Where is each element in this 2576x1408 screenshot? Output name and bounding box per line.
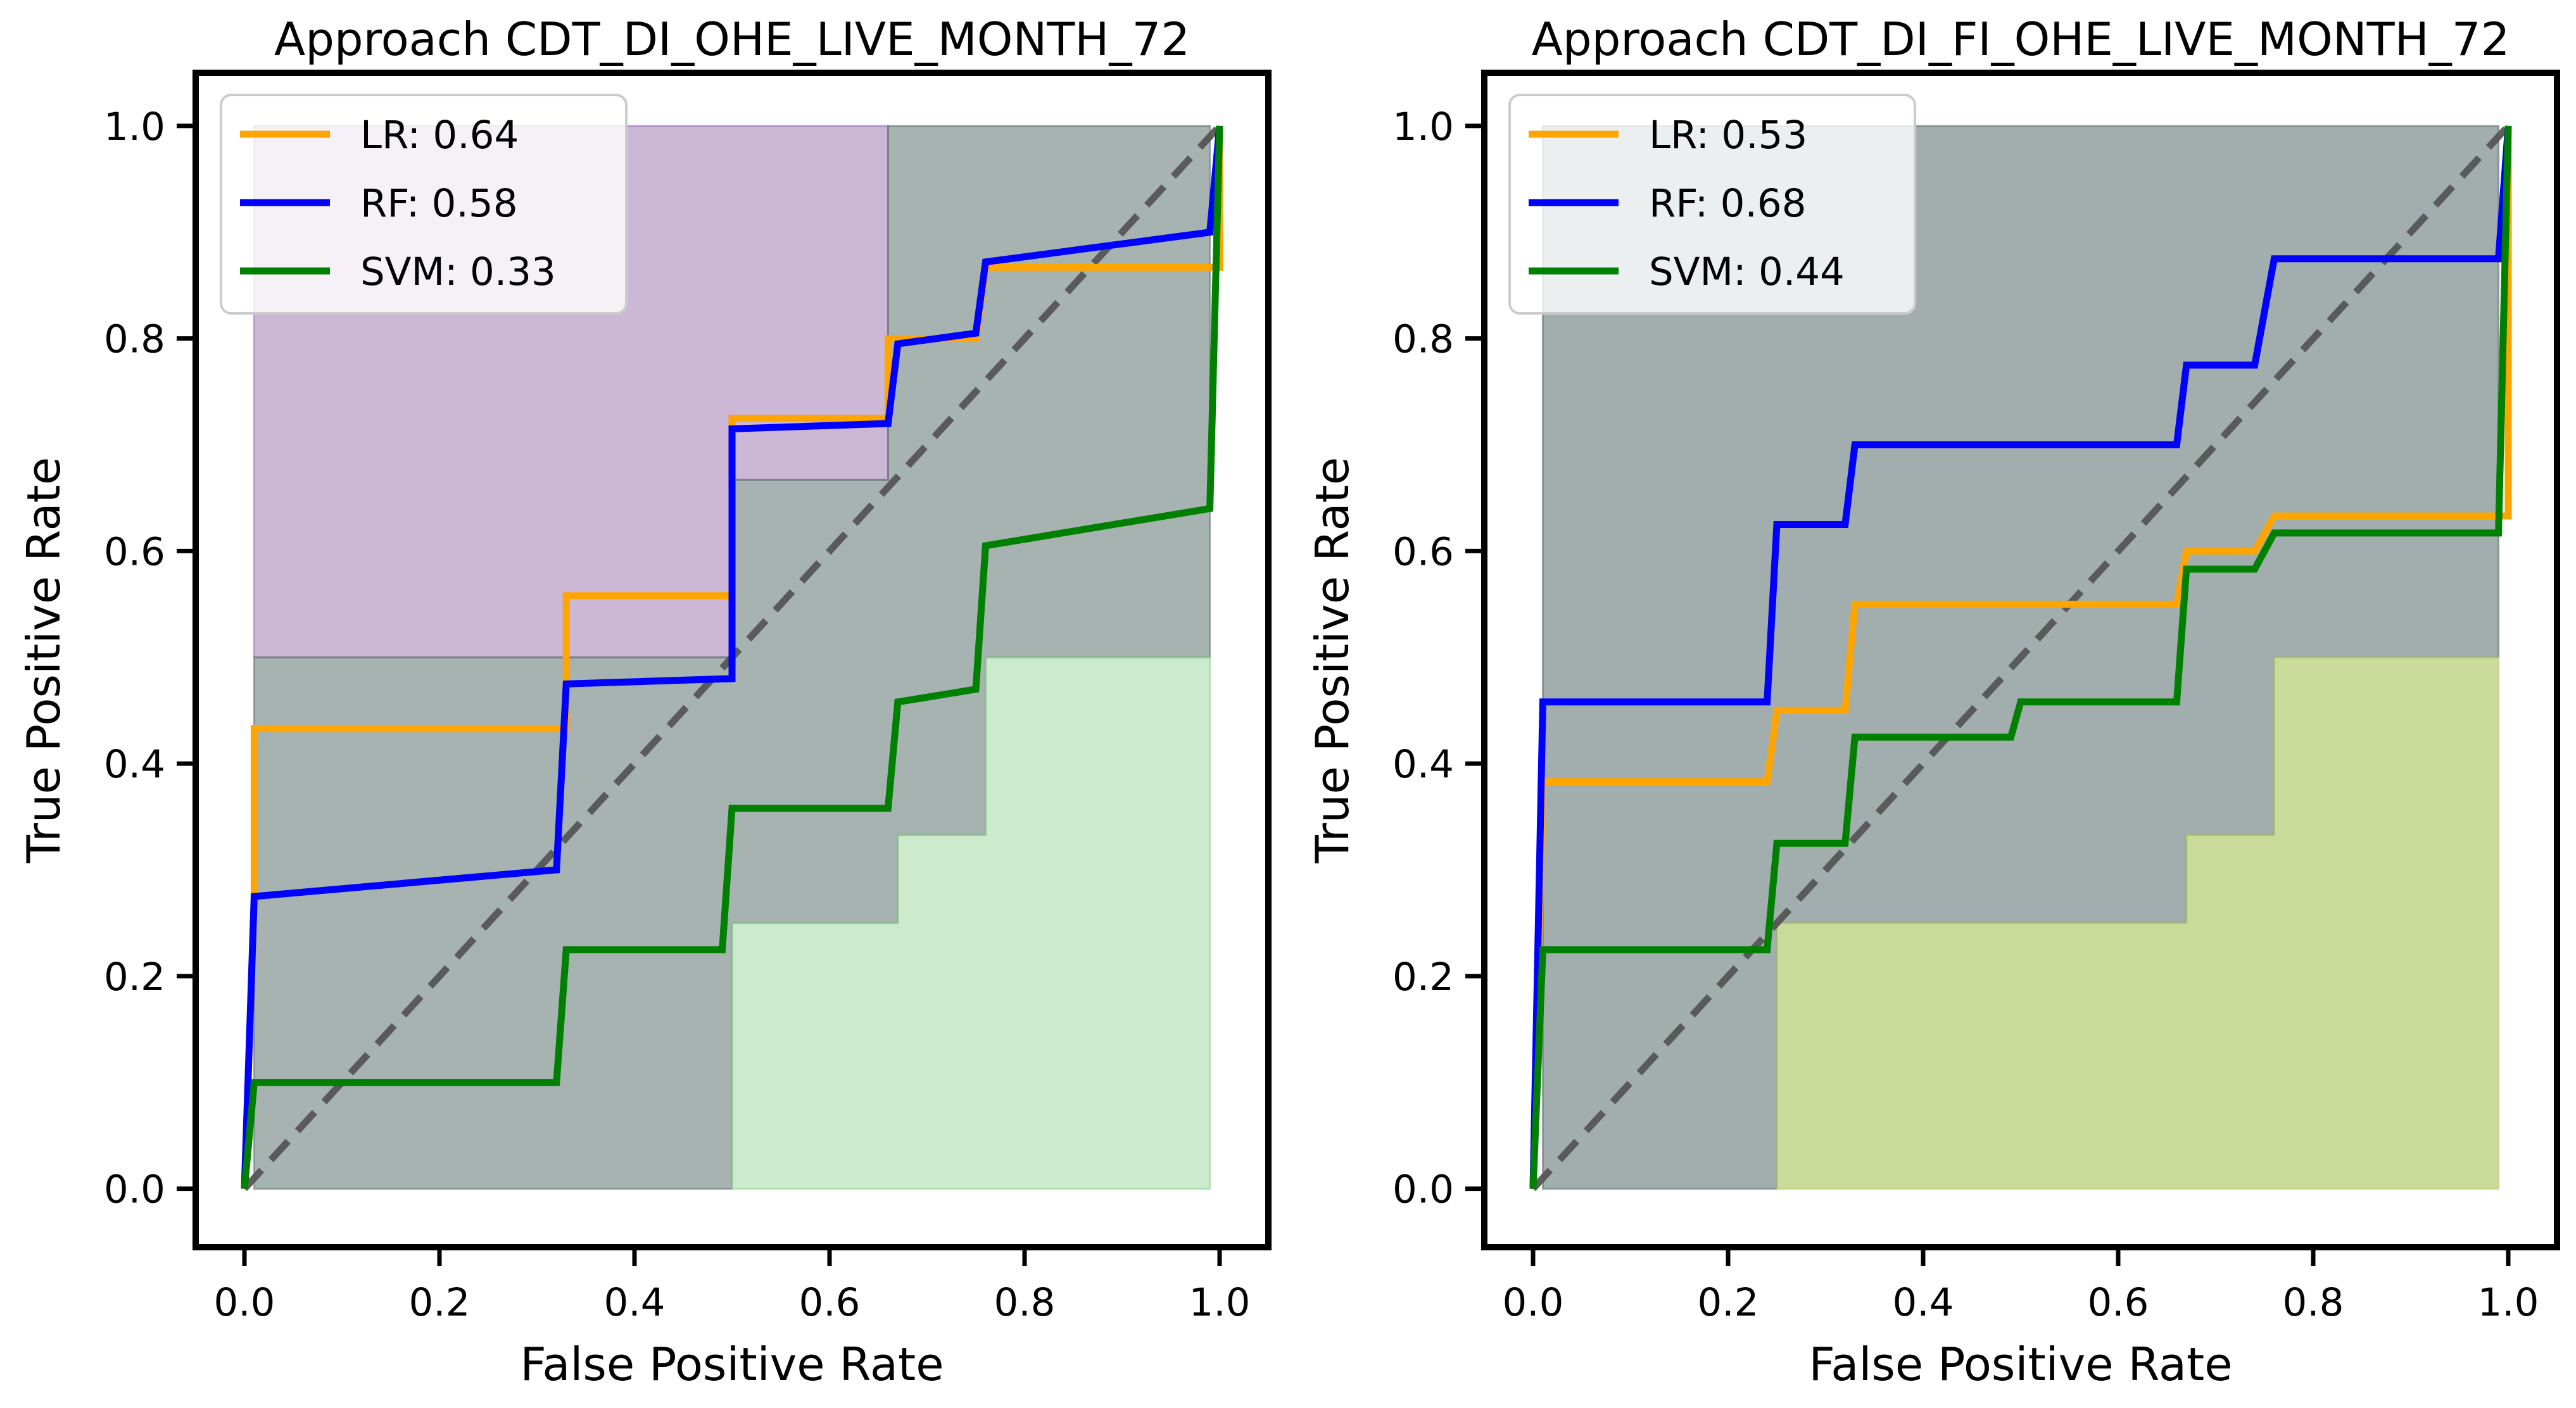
legend-label-svm: SVM: 0.44 [1649,249,1845,294]
roc-curve-rf [1529,125,2512,1189]
x-axis-label: False Positive Rate [1809,1338,2232,1391]
axes-frame [1481,70,2560,1250]
roc-curve-lr [1529,125,2512,1189]
legend-label-lr: LR: 0.53 [1649,113,1807,158]
chart-title: Approach CDT_DI_OHE_LIVE_MONTH_72 [274,13,1190,66]
legend-box [220,94,628,315]
y-tick-label: 1.0 [1392,104,1454,149]
y-tick-label: 0.0 [1392,1167,1454,1212]
x-tick-label: 0.4 [603,1280,665,1325]
roc-curve-svm [1529,125,2512,1189]
y-tick-label: 0.4 [1392,742,1454,787]
y-tick-label: 0.8 [104,317,165,362]
x-tick-label: 0.0 [213,1280,275,1325]
legend-label-svm: SVM: 0.33 [360,249,556,294]
x-tick-label: 0.8 [994,1280,1055,1325]
y-tick-label: 0.0 [104,1167,165,1212]
x-tick-label: 0.2 [1697,1280,1758,1325]
y-tick-label: 0.6 [1392,529,1454,574]
y-axis-label: True Positive Rate [17,457,70,864]
plot-area [1529,123,2512,1191]
roc-panel-left: 0.0 0.2 0.4 0.6 0.8 1.0 0.0 0.2 0.4 0.6 0.8 1.0 Appr… [17,13,1272,1391]
legend-label-lr: LR: 0.64 [360,113,519,158]
roc-curve-rf [241,125,1223,1189]
chance-diagonal-line [1530,123,2511,1191]
x-tick-label: 0.6 [799,1280,860,1325]
legend-box [1508,94,1916,315]
roc-curve-svm [241,125,1223,1190]
x-tick-label: 1.0 [2477,1280,2539,1325]
y-tick-label: 0.2 [1392,955,1454,1000]
y-tick-label: 0.2 [104,955,165,1000]
y-tick-label: 0.4 [104,742,165,787]
chart-title: Approach CDT_DI_FI_OHE_LIVE_MONTH_72 [1532,13,2510,66]
x-axis-label: False Positive Rate [520,1338,944,1391]
legend: LR: 0.53 RF: 0.68 SVM: 0.44 [1508,94,1916,315]
x-tick-label: 0.4 [1892,1280,1954,1325]
x-tick-label: 1.0 [1189,1280,1250,1325]
legend: LR: 0.64 RF: 0.58 SVM: 0.33 [220,94,628,315]
axes-frame [193,70,1272,1250]
y-tick-label: 1.0 [104,104,165,149]
x-tick-label: 0.8 [2282,1280,2344,1325]
legend-label-rf: RF: 0.58 [360,181,518,226]
y-tick-label: 0.8 [1392,317,1454,362]
legend-label-rf: RF: 0.68 [1649,181,1807,226]
y-tick-label: 0.6 [104,529,165,574]
plot-area [241,123,1223,1191]
x-tick-label: 0.2 [408,1280,470,1325]
x-tick-label: 0.0 [1502,1280,1563,1325]
roc-panel-right: 0.0 0.2 0.4 0.6 0.8 1.0 0.0 0.2 0.4 0.6 0.8 1.0 Appr… [1306,13,2560,1391]
y-axis-label: True Positive Rate [1306,457,1359,864]
confidence-band-2 [731,656,1211,1190]
confidence-band-1 [1776,656,2500,1190]
x-tick-label: 0.6 [2087,1280,2149,1325]
